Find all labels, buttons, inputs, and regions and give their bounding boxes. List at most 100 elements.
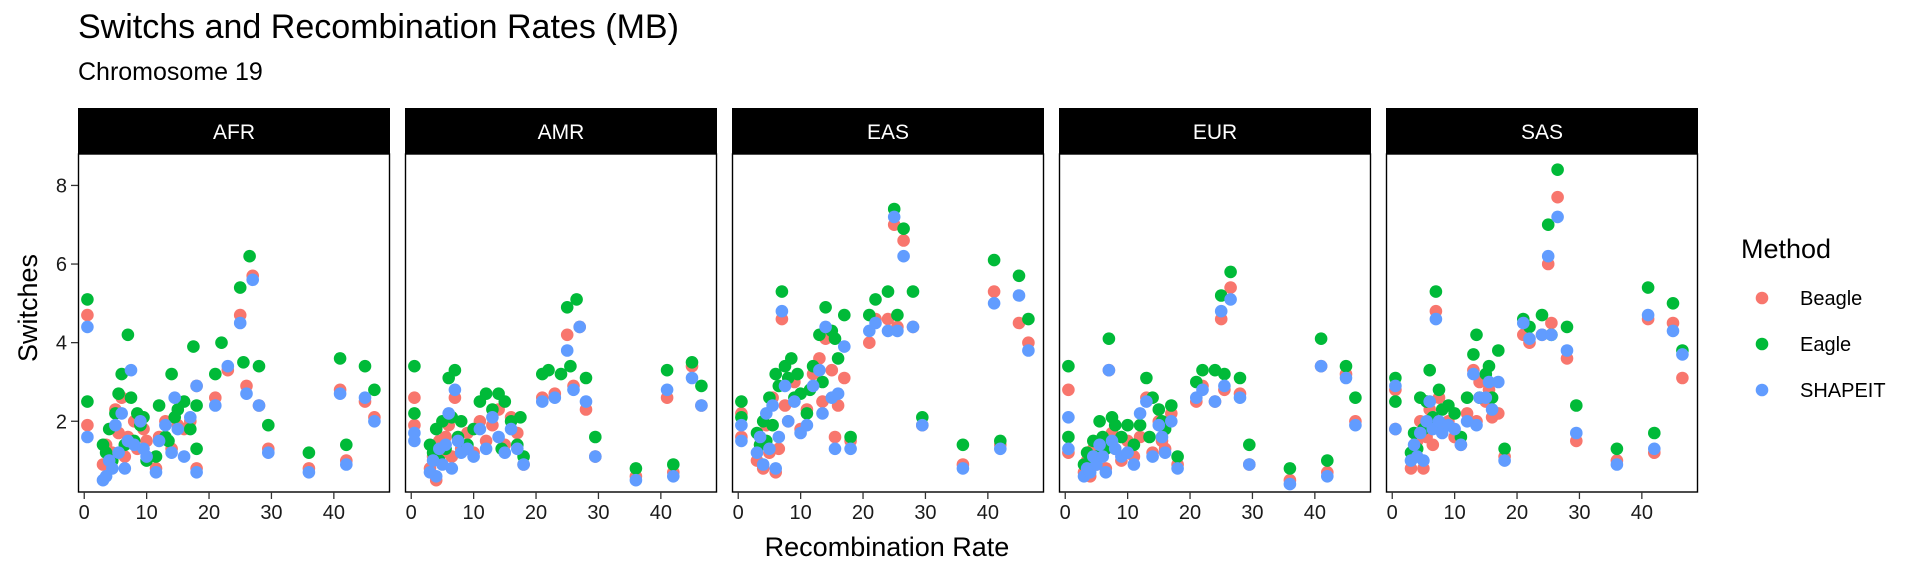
data-point-shapeit <box>134 415 147 428</box>
data-point-shapeit <box>1218 379 1231 393</box>
x-tick-label: 30 <box>587 502 609 524</box>
panel-border <box>404 153 718 493</box>
data-point-beagle <box>1426 438 1440 452</box>
x-tick-label: 0 <box>1387 502 1398 524</box>
data-point-shapeit <box>184 411 197 424</box>
data-point-shapeit <box>1479 391 1493 405</box>
facet-strip <box>1059 108 1371 154</box>
data-point-eagle <box>1541 218 1555 231</box>
legend-key-shapeit <box>1755 383 1769 397</box>
data-point-eagle <box>1470 328 1483 342</box>
facet-panel-eur: EUR 0 10 20 30 40 <box>1058 108 1372 524</box>
y-tick-label: 2 <box>56 411 67 433</box>
data-point-eagle <box>987 253 1001 267</box>
data-point-eagle <box>1196 363 1209 377</box>
data-point-shapeit <box>695 399 708 412</box>
data-point-eagle <box>667 458 680 471</box>
data-point-shapeit <box>1022 344 1035 357</box>
data-point-eagle <box>1218 367 1231 381</box>
data-point-shapeit <box>753 430 767 444</box>
data-point-shapeit <box>906 320 920 334</box>
data-point-shapeit <box>685 371 699 385</box>
data-point-shapeit <box>891 324 904 338</box>
x-tick-label: 0 <box>79 502 90 524</box>
data-point-shapeit <box>567 383 580 397</box>
data-point-eagle <box>408 407 421 420</box>
facet-panel-afr: AFR 0 10 20 30 40 2 4 6 8 <box>56 108 391 524</box>
data-point-eagle <box>454 415 468 428</box>
x-tick-label: 40 <box>1304 502 1326 524</box>
data-point-beagle <box>897 234 910 247</box>
data-point-eagle <box>791 367 804 381</box>
legend-label-shapeit: SHAPEIT <box>1800 380 1886 402</box>
data-point-eagle <box>660 363 674 377</box>
data-point-shapeit <box>177 450 191 463</box>
chart-title: Switchs and Recombination Rates (MB) <box>78 8 679 46</box>
data-point-eagle <box>570 293 583 306</box>
data-point-eagle <box>1460 391 1474 405</box>
data-point-shapeit <box>819 320 832 334</box>
x-tick-label: 0 <box>406 502 417 524</box>
data-point-eagle <box>589 430 602 444</box>
data-point-shapeit <box>1551 210 1564 224</box>
data-point-shapeit <box>109 418 122 432</box>
data-point-eagle <box>1448 407 1461 420</box>
data-point-shapeit <box>660 383 674 397</box>
data-point-shapeit <box>1482 375 1496 389</box>
data-point-shapeit <box>498 446 512 460</box>
data-point-eagle <box>831 352 845 365</box>
data-point-eagle <box>302 446 316 460</box>
data-point-shapeit <box>1485 403 1499 416</box>
data-point-shapeit <box>1429 312 1443 326</box>
panel-border <box>1058 153 1372 493</box>
data-point-shapeit <box>1171 462 1184 475</box>
data-point-shapeit <box>1517 316 1530 330</box>
data-point-shapeit <box>579 395 593 408</box>
data-point-eagle <box>1349 391 1362 405</box>
data-point-shapeit <box>442 407 456 420</box>
data-point-eagle <box>262 418 275 432</box>
data-point-eagle <box>1224 265 1237 279</box>
data-point-shapeit <box>1152 418 1166 432</box>
data-point-eagle <box>1062 430 1075 444</box>
data-point-shapeit <box>168 391 181 405</box>
data-point-shapeit <box>246 273 259 287</box>
data-point-shapeit <box>504 422 518 436</box>
data-point-eagle <box>1423 363 1436 377</box>
data-point-shapeit <box>560 344 574 357</box>
facet-strip <box>732 108 1044 154</box>
data-point-shapeit <box>781 415 795 428</box>
x-tick-label: 30 <box>1568 502 1590 524</box>
data-point-beagle <box>1224 281 1237 294</box>
data-point-shapeit <box>1140 395 1153 408</box>
data-point-shapeit <box>81 320 94 334</box>
y-axis-title: Switches <box>13 254 43 362</box>
data-point-eagle <box>956 438 970 452</box>
data-point-eagle <box>1467 348 1480 361</box>
data-point-shapeit <box>735 418 748 432</box>
data-point-eagle <box>112 387 125 401</box>
data-point-shapeit <box>763 442 776 456</box>
data-point-eagle <box>1283 462 1297 475</box>
data-point-beagle <box>1676 371 1689 385</box>
data-point-eagle <box>165 367 178 381</box>
legend-key-beagle <box>1755 291 1769 305</box>
data-point-eagle <box>1641 281 1655 294</box>
x-tick-label: 40 <box>650 502 672 524</box>
data-point-eagle <box>629 462 643 475</box>
data-point-shapeit <box>448 383 462 397</box>
data-point-eagle <box>479 387 493 401</box>
data-point-shapeit <box>778 379 792 393</box>
x-tick-label: 20 <box>198 502 220 524</box>
facet-panel-eas: EAS 0 10 20 30 40 <box>731 108 1045 524</box>
data-point-shapeit <box>1470 418 1483 432</box>
x-tick-label: 30 <box>260 502 282 524</box>
data-point-shapeit <box>467 450 480 463</box>
data-point-shapeit <box>766 399 779 412</box>
facet-panels: AFR 0 10 20 30 40 2 4 6 8 AMR 0 10 20 30 40 EAS 0 10 20 30 40… <box>56 108 1699 524</box>
x-tick-label: 20 <box>525 502 547 524</box>
data-point-shapeit <box>548 391 562 405</box>
data-point-eagle <box>124 391 138 405</box>
data-point-shapeit <box>1454 438 1468 452</box>
y-tick-label: 8 <box>56 175 67 197</box>
